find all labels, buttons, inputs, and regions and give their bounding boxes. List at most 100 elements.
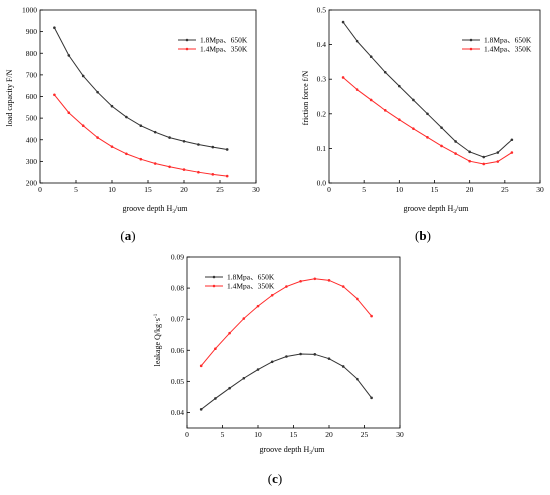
chart-a-legend-1-marker	[185, 47, 189, 51]
chart-b-series-0-point	[496, 151, 500, 154]
chart-a-y-tick-label: 900	[26, 27, 38, 36]
chart-c-x-tick-label: 10	[254, 430, 262, 439]
chart-b-series-1-point	[341, 76, 345, 79]
chart-a-series-0-point	[168, 136, 171, 139]
panel-label-b: (b)	[415, 228, 431, 243]
chart-b-series-1-point	[398, 118, 401, 121]
chart-b: friction force f/N groove depth H3/um 0 5…	[301, 6, 544, 216]
chart-c-series-1-point	[356, 297, 359, 301]
chart-c: leakage Q/kg·s-1 groove depth H3/um 0 5 10…	[153, 253, 404, 457]
chart-b-series-0-point	[440, 126, 443, 129]
chart-a-series-1-point	[139, 157, 143, 161]
chart-a-series-1-point	[225, 174, 229, 178]
chart-b-xlabel: groove depth H3/um	[404, 204, 470, 215]
chart-c-series-1-point	[256, 304, 260, 308]
chart-a-series-1-point	[197, 170, 200, 174]
chart-c-series-1-point	[299, 279, 302, 283]
chart-c-y-tick-label: 0.05	[171, 377, 184, 386]
chart-b-legend-0-marker	[469, 38, 473, 42]
chart-c-series-0-point	[285, 355, 288, 358]
chart-c-y-tick-label: 0.06	[171, 346, 184, 355]
chart-b-series-0-point	[482, 155, 486, 159]
chart-a-y-tick-label: 300	[26, 157, 38, 166]
chart-a-series-1-point	[125, 152, 128, 156]
chart-a-y-tick-label: 600	[26, 92, 38, 101]
chart-a-x-tick-label: 20	[180, 185, 188, 194]
chart-b-x-tick-label: 15	[431, 185, 439, 194]
chart-a-legend-1-label: 1.4Mpa、350K	[200, 45, 248, 54]
chart-a: load capacity F/N groove depth H3/um 0 5 1…	[5, 6, 260, 216]
chart-b-legend-0-label: 1.8Mpa、650K	[484, 36, 532, 45]
chart-c-legend-1-label: 1.4Mpa、350K	[227, 282, 275, 291]
chart-c-series-1-point	[341, 285, 345, 288]
chart-a-series-0-point	[81, 74, 85, 78]
chart-a-series-1-point	[182, 168, 186, 171]
chart-b-y-tick-label: 0.5	[317, 6, 327, 15]
chart-b-x-tick-label: 20	[466, 185, 474, 194]
chart-c-y-tick-label: 0.04	[171, 408, 184, 417]
chart-b-y-tick-label: 0.4	[317, 40, 327, 49]
chart-c-y-tick-label: 0.08	[171, 284, 184, 293]
chart-b-series-1-point	[440, 144, 443, 148]
chart-a-x-tick-label: 10	[108, 185, 116, 194]
chart-c-y-tick-label: 0.09	[171, 253, 184, 262]
chart-a-series-1-point	[168, 165, 171, 169]
chart-b-series-1-point	[468, 159, 471, 163]
chart-c-legend-0-label: 1.8Mpa、650K	[227, 273, 275, 282]
chart-c-series-1-point	[199, 364, 203, 368]
chart-c-series-0-point	[327, 357, 331, 360]
chart-a-series-0-point	[182, 139, 186, 143]
chart-a-series-0-point	[153, 130, 157, 134]
chart-c-ylabel: leakage Q/kg·s-1	[153, 313, 162, 366]
chart-c-xlabel: groove depth H3/um	[260, 445, 326, 456]
chart-c-series-1-line	[200, 278, 372, 367]
chart-b-series-1-point	[383, 109, 387, 112]
chart-a-y-tick-label: 500	[26, 114, 38, 123]
chart-b-series-1-point	[426, 136, 429, 139]
chart-b-y-tick-label: 0.2	[317, 109, 327, 118]
chart-a-series-0-point	[96, 90, 99, 94]
chart-a-series-1-point	[153, 162, 157, 165]
chart-b-y-tick-label: 0.0	[317, 179, 327, 188]
chart-b-series-0-point	[412, 98, 415, 102]
chart-c-series-0-point	[199, 408, 203, 411]
chart-a-series-1-point	[81, 124, 85, 127]
chart-a-series-0-point	[211, 145, 215, 149]
chart-c-series-1-point	[214, 347, 217, 351]
chart-c-series-1-point	[285, 285, 288, 288]
chart-c-series-0-point	[270, 360, 274, 364]
chart-b-series-1-point	[482, 162, 486, 166]
chart-c-series-1-point	[228, 331, 231, 335]
chart-c-x-tick-label: 15	[290, 430, 298, 439]
chart-a-y-tick-label: 1000	[22, 6, 37, 15]
chart-b-series-1-point	[355, 88, 359, 91]
chart-b-series-1-point	[510, 151, 514, 154]
chart-b-y-tick-label: 0.1	[317, 144, 327, 153]
chart-b-series-1-point	[412, 127, 415, 130]
chart-a-series-1-point	[67, 111, 71, 115]
chart-a-legend-0-label: 1.8Mpa、650K	[200, 36, 248, 45]
chart-a-y-tick-label: 400	[26, 135, 38, 144]
chart-b-x-tick-label: 25	[501, 185, 509, 194]
chart-c-series-1-point	[370, 314, 373, 318]
chart-c-series-0-point	[356, 377, 359, 381]
chart-a-series-0-point	[225, 148, 229, 151]
chart-a-y-tick-label: 200	[26, 179, 38, 188]
chart-a-series-0-point	[139, 124, 143, 127]
chart-c-x-tick-label: 30	[396, 430, 404, 439]
chart-c-series-1-point	[313, 277, 317, 281]
chart-c-series-0-point	[214, 397, 217, 400]
chart-c-series-1-point	[270, 293, 274, 297]
chart-c-series-0-point	[256, 368, 260, 371]
chart-a-ylabel: load capacity F/N	[5, 69, 14, 126]
chart-a-series-1-point	[110, 145, 114, 148]
chart-c-y-tick-label: 0.07	[171, 315, 184, 324]
chart-c-x-tick-label: 20	[325, 430, 333, 439]
chart-a-series-0-point	[67, 54, 71, 57]
chart-b-series-0-point	[383, 70, 387, 74]
chart-c-series-0-point	[228, 386, 231, 390]
chart-b-legend-1-label: 1.4Mpa、350K	[484, 45, 532, 54]
chart-a-legend-0-marker	[185, 38, 189, 42]
chart-b-series-0-point	[426, 112, 429, 116]
